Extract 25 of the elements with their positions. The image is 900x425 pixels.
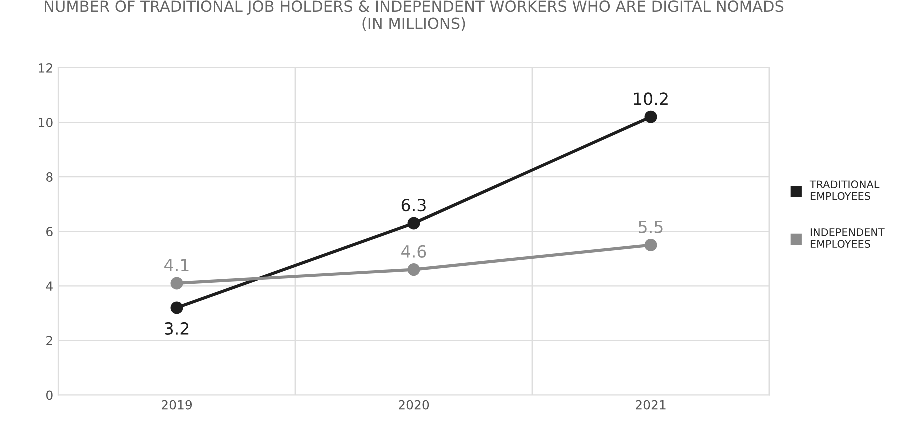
y-tick-label: 12 [39, 63, 52, 73]
data-label: 10.2 [634, 92, 668, 106]
point [408, 264, 420, 276]
x-tick-label: 2020 [399, 400, 430, 410]
y-tick-label: 0 [46, 390, 53, 400]
x-tick-label: 2021 [636, 400, 666, 410]
point [644, 239, 658, 252]
legend-label: INDEPENDENT EMPLOYEES [810, 228, 885, 248]
data-label: 6.3 [402, 199, 426, 212]
data-label: 4.6 [402, 245, 426, 258]
y-tick-label: 4 [46, 282, 53, 291]
y-tick-label: 8 [46, 172, 53, 182]
y-tick-label: 10 [39, 118, 53, 128]
point [170, 302, 184, 314]
point [170, 277, 184, 290]
x-tick-label: 2019 [162, 400, 192, 410]
legend-label: TRADITIONAL EMPLOYEES [810, 180, 880, 200]
data-label: 5.5 [639, 221, 663, 234]
point [644, 110, 658, 124]
y-tick-label: 6 [46, 227, 53, 237]
point [408, 217, 420, 230]
data-label: 4.1 [164, 259, 189, 272]
chart-title: NUMBER OF TRADITIONAL JOB HOLDERS & INDEPENDENT WORKERS WHO ARE DIGITAL NOMADS (IN MILLIONS) [45, 0, 784, 32]
data-label: 3.2 [165, 322, 189, 336]
y-tick-label: 2 [46, 336, 52, 346]
